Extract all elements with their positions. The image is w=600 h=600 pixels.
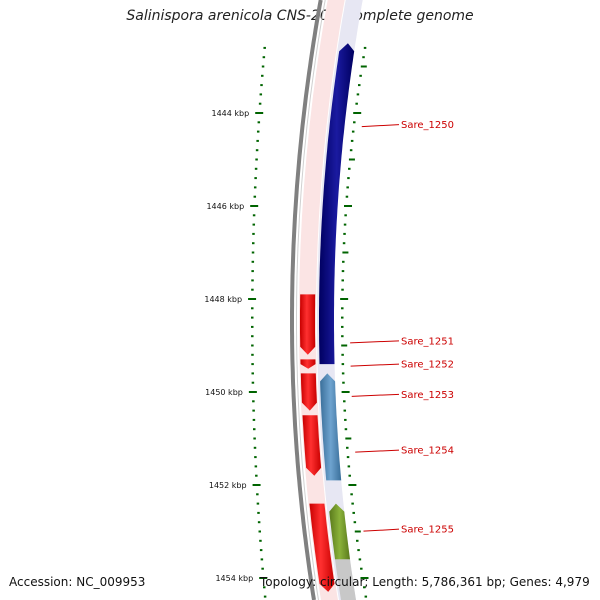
topology-value: circular [319,575,365,589]
axis-tick-label: 1452 kbp [209,481,247,490]
gene-sare-1253-forward[interactable] [300,373,317,411]
gene-sare-1251-forward[interactable] [300,294,316,355]
gene-label[interactable]: Sare_1252 [401,360,454,371]
gene-sare-1250-reverse[interactable] [319,43,355,365]
map-title: Salinispora arenicola CNS-205, complete … [126,8,474,24]
gene-label-leader [363,528,400,532]
topology-label: Topology: [260,575,317,589]
genes-label: Genes: [509,575,552,589]
axis-tick-label: 1444 kbp [211,109,249,118]
genes-value: 4,979 [555,575,590,589]
gene-sare-1255-reverse[interactable] [329,503,350,560]
axis-tick-label: 1448 kbp [204,295,242,304]
gene-label[interactable]: Sare_1251 [401,336,454,347]
genome-backbone [290,0,323,600]
reverse-track-tail [335,559,356,600]
gene-label-leader [351,393,400,397]
length-label: Length: [372,575,418,589]
gene-label-leader [350,340,400,344]
gene-label-leader [361,124,400,128]
gene-label[interactable]: Sare_1250 [401,120,454,131]
gene-label[interactable]: Sare_1255 [401,525,454,536]
accession-label: Accession: [9,575,73,589]
gene-label[interactable]: Sare_1253 [401,390,454,401]
gene-sare-1253-reverse[interactable] [320,373,342,481]
gene-label-leader [350,363,400,367]
gene-sare-1255-forward[interactable] [309,503,335,592]
accession-info: Accession: NC_009953 [9,575,145,589]
axis-tick-label: 1450 kbp [205,388,243,397]
axis-tick-label: 1454 kbp [215,574,253,583]
gene-sare-1254-forward[interactable] [302,415,322,476]
axis-tick-label: 1446 kbp [206,202,244,211]
genome-summary: Topology: circular; Length: 5,786,361 bp… [260,575,590,589]
gene-sare-1252-forward[interactable] [300,359,316,369]
length-value: 5,786,361 bp [421,575,502,589]
accession-value: NC_009953 [76,575,146,589]
gene-label-leader [355,449,400,453]
genome-backbone-inner [296,0,326,600]
gene-label[interactable]: Sare_1254 [401,446,454,457]
